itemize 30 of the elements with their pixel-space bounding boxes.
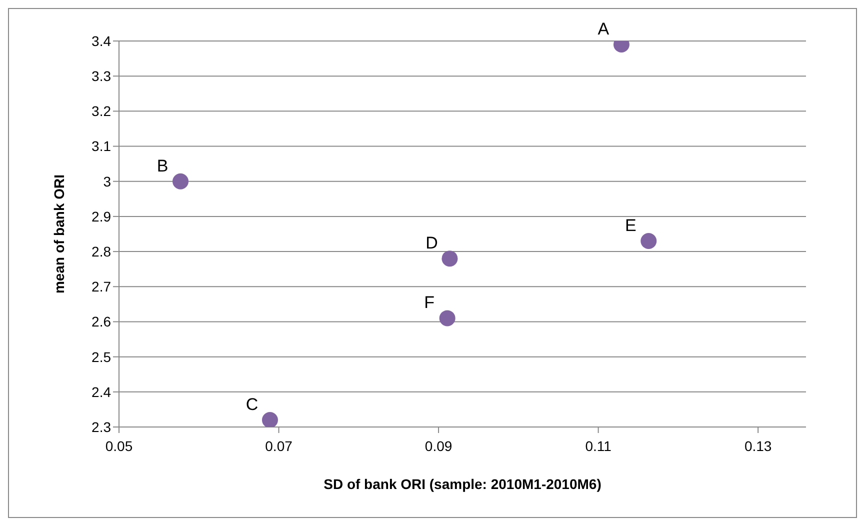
y-axis-title: mean of bank ORI	[50, 174, 67, 294]
y-tick-label: 2.7	[92, 278, 112, 295]
y-tick-label: 3.2	[92, 103, 112, 120]
y-tick-label: 3.3	[92, 68, 112, 84]
x-tick-label: 0.13	[744, 438, 772, 454]
point	[640, 233, 657, 250]
y-tick-label: 3.4	[92, 32, 112, 49]
annotation: D	[426, 234, 438, 253]
point	[442, 250, 458, 267]
x-axis-title: SD of bank ORI (sample: 2010M1-2010M6)	[324, 476, 602, 492]
annotation: C	[246, 394, 258, 414]
x-tick-label: 0.07	[265, 438, 293, 454]
x-tick-label: 0.09	[424, 438, 452, 454]
point	[172, 173, 189, 190]
y-tick-label: 2.6	[92, 314, 112, 330]
x-tick-label: 0.11	[585, 438, 612, 454]
annotation: B	[156, 156, 168, 176]
y-tick-label: 3	[103, 173, 112, 190]
annotation: E	[624, 216, 636, 236]
y-tick-label: 3.1	[92, 138, 112, 154]
annotation: A	[598, 20, 610, 39]
y-tick-label: 2.4	[92, 384, 112, 400]
point	[439, 310, 456, 326]
y-tick-label: 2.9	[92, 208, 112, 224]
x-tick-label: 0.05	[105, 438, 133, 454]
y-tick-label: 2.5	[92, 348, 112, 365]
y-tick-label: 2.3	[92, 418, 112, 435]
y-tick-label: 2.8	[92, 244, 112, 260]
annotation: F	[424, 293, 435, 312]
point	[262, 412, 278, 427]
